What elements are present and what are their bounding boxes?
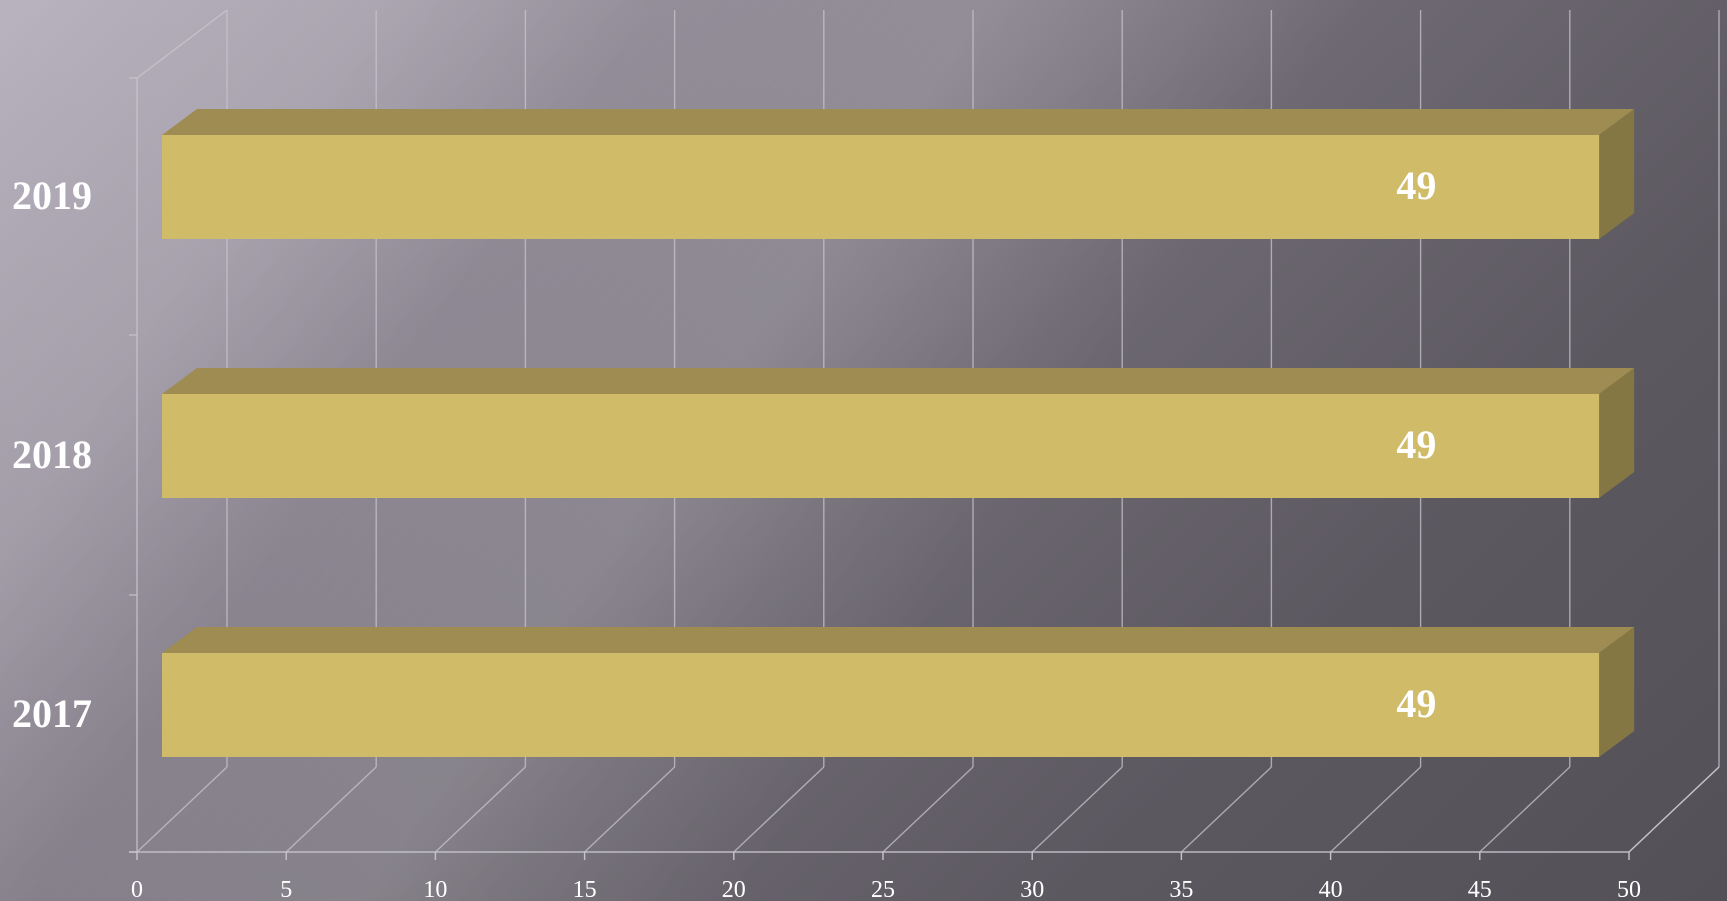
bar-top-face-2018 (162, 368, 1635, 394)
floor-gridline-10 (434, 766, 526, 853)
x-tick-label-5: 5 (280, 877, 292, 901)
bar-side-face-2018 (1599, 368, 1635, 498)
axis-layer (129, 9, 1720, 860)
data-label-2017: 49 (1396, 681, 1436, 726)
floor-gridline-45 (1479, 766, 1571, 853)
bar-front-face-2018 (162, 394, 1600, 498)
x-tick-label-50: 50 (1617, 877, 1641, 901)
floor-gridline-30 (1031, 766, 1123, 853)
category-label-2019: 2019 (12, 173, 92, 218)
data-label-2018: 49 (1396, 422, 1436, 467)
floor-gridline-25 (882, 766, 974, 853)
floor-right-edge (1628, 766, 1720, 853)
bar-top-face-2019 (162, 109, 1635, 135)
bar-2019 (162, 109, 1635, 239)
x-tick-label-40: 40 (1319, 877, 1343, 901)
data-label-2019: 49 (1396, 163, 1436, 208)
bar-2017 (162, 627, 1635, 757)
x-tick-label-35: 35 (1169, 877, 1193, 901)
bar-2018 (162, 368, 1635, 498)
x-tick-label-20: 20 (722, 877, 746, 901)
category-label-2018: 2018 (12, 432, 92, 477)
bar-side-face-2019 (1599, 109, 1635, 239)
x-tick-label-0: 0 (131, 877, 143, 901)
bar-top-face-2017 (162, 627, 1635, 653)
bar-layer (162, 109, 1635, 757)
x-tick-label-15: 15 (573, 877, 597, 901)
floor-gridline-0 (136, 766, 228, 853)
floor-gridline-35 (1180, 766, 1272, 853)
floor-gridline-5 (285, 766, 377, 853)
label-layer: 0 5 10 15 20 25 30 35 40 45 50 2019 49 2018 49 2017 49 (12, 163, 1641, 901)
x-tick-label-10: 10 (423, 877, 447, 901)
side-wall-top-edge (136, 9, 228, 79)
floor-gridline-20 (733, 766, 825, 853)
bar-side-face-2017 (1599, 627, 1635, 757)
bar-front-face-2019 (162, 135, 1600, 239)
bar-front-face-2017 (162, 653, 1600, 757)
x-tick-label-25: 25 (871, 877, 895, 901)
floor-gridline-15 (584, 766, 676, 853)
x-tick-label-30: 30 (1020, 877, 1044, 901)
category-label-2017: 2017 (12, 691, 92, 736)
floor-gridline-40 (1330, 766, 1422, 853)
x-tick-label-45: 45 (1468, 877, 1492, 901)
